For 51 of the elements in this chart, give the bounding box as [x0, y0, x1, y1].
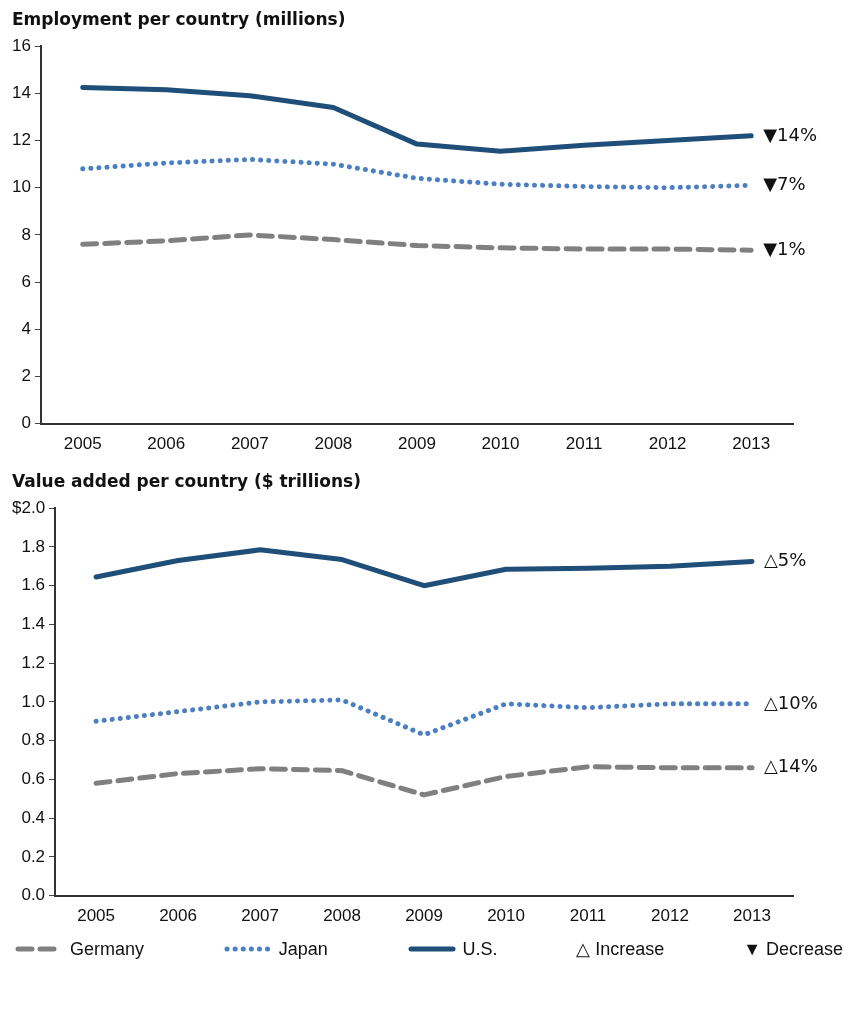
legend-label: U.S. — [462, 938, 498, 960]
x-tick-label: 2009 — [398, 434, 436, 454]
x-tick-label: 2011 — [569, 906, 607, 926]
y-tick-label: 1.4 — [21, 614, 46, 634]
y-tick-label: 0.0 — [21, 885, 46, 905]
y-tick-label: 12 — [11, 130, 31, 150]
annotation: △14% — [764, 755, 818, 777]
x-tick-label: 2008 — [314, 434, 353, 454]
x-tick-label: 2012 — [648, 434, 687, 454]
chart-title: Value added per country ($ trillions) — [11, 470, 362, 493]
y-tick-label: 8 — [21, 224, 31, 244]
y-tick-label: 2 — [21, 366, 31, 386]
y-tick-label: 0 — [21, 413, 31, 433]
y-tick-label: 0.6 — [21, 769, 46, 789]
annotation: ▼14% — [763, 123, 818, 145]
y-tick-label: 1.6 — [21, 575, 46, 595]
y-tick-label: 10 — [11, 177, 31, 197]
x-tick-label: 2007 — [230, 434, 269, 454]
x-tick-label: 2006 — [147, 434, 186, 454]
x-tick-label: 2012 — [651, 906, 689, 926]
annotation: ▼7% — [763, 173, 806, 195]
legend-label: Japan — [278, 938, 328, 960]
y-tick-label: 1.0 — [21, 691, 46, 711]
annotation: △5% — [764, 549, 807, 571]
text: △ Increase — [576, 938, 665, 960]
y-tick-label: 14 — [11, 83, 31, 103]
x-tick-label: 2009 — [405, 906, 443, 926]
x-tick-label: 2013 — [732, 434, 771, 454]
y-tick-label: 16 — [11, 35, 31, 55]
x-tick-label: 2010 — [487, 906, 525, 926]
y-tick-label: $2.0 — [11, 497, 46, 517]
y-tick-label: 0.4 — [21, 807, 46, 827]
annotation: ▼1% — [763, 237, 806, 259]
x-tick-label: 2013 — [733, 906, 771, 926]
legend-label: Germany — [70, 938, 145, 960]
annotation: △10% — [764, 691, 818, 713]
y-tick-label: 0.2 — [21, 846, 46, 866]
chart-title: Employment per country (millions) — [11, 8, 347, 31]
y-tick-label: 0.8 — [21, 730, 46, 750]
x-tick-label: 2011 — [565, 434, 603, 454]
y-tick-label: 1.8 — [21, 536, 46, 556]
x-tick-label: 2007 — [241, 906, 279, 926]
y-tick-label: 6 — [21, 271, 31, 291]
x-tick-label: 2010 — [481, 434, 520, 454]
y-tick-label: 4 — [21, 318, 31, 338]
x-tick-label: 2005 — [63, 434, 102, 454]
x-tick-label: 2005 — [77, 906, 115, 926]
x-tick-label: 2006 — [159, 906, 197, 926]
y-tick-label: 1.2 — [21, 652, 46, 672]
text: ▼ Decrease — [743, 938, 843, 960]
x-tick-label: 2008 — [323, 906, 361, 926]
